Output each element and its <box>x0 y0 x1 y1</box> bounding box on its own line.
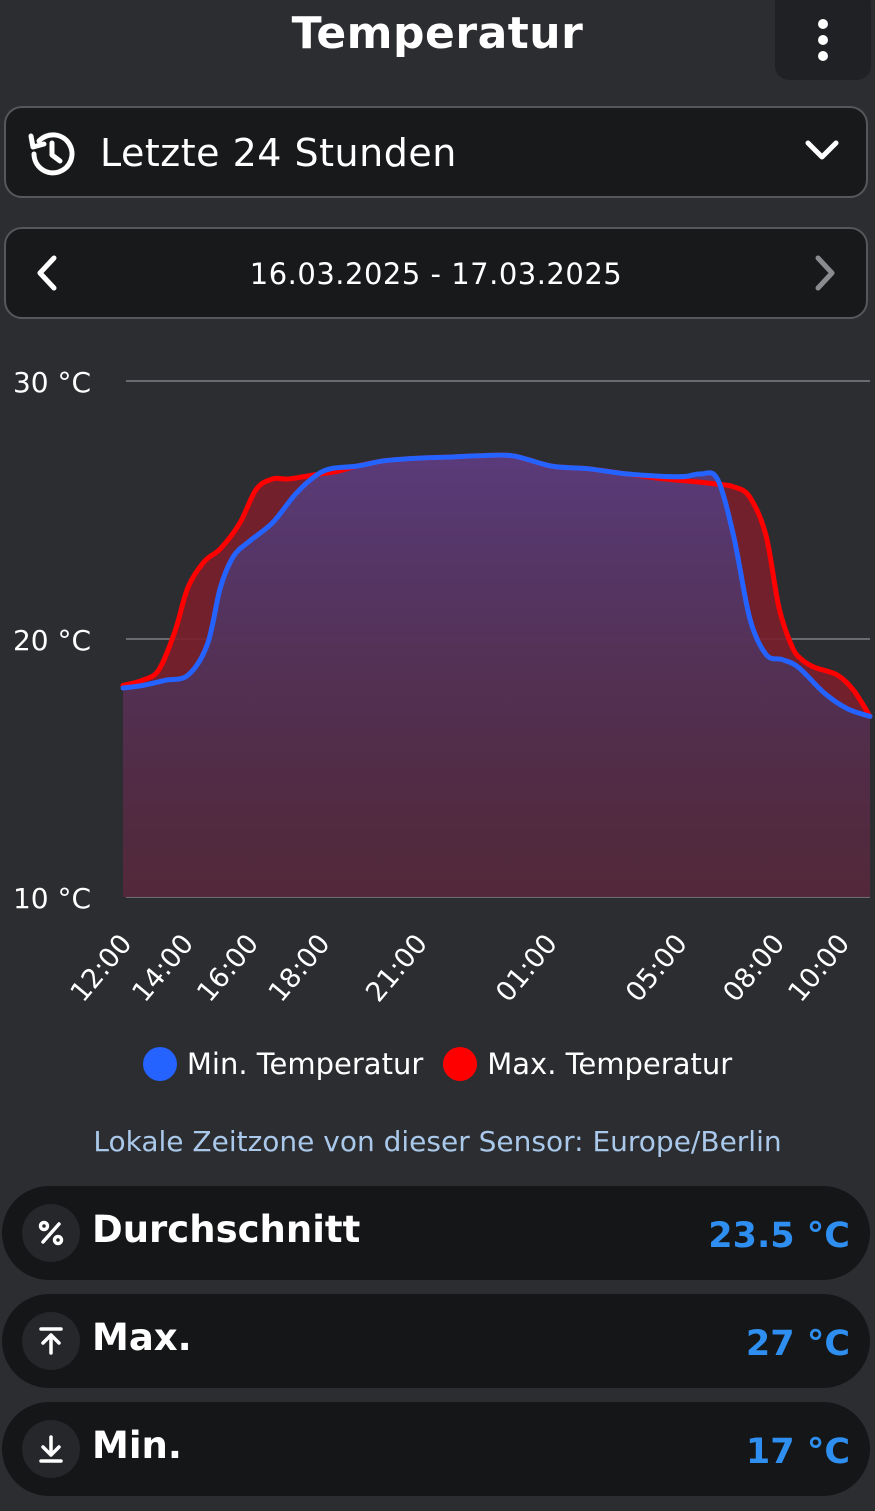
date-navigator: 16.03.2025 - 17.03.2025 <box>4 227 868 319</box>
time-range-label: Letzte 24 Stunden <box>100 131 457 175</box>
x-tick-label: 08:00 <box>717 929 791 1009</box>
date-range-label: 16.03.2025 - 17.03.2025 <box>249 257 623 291</box>
legend-label-max: Max. Temperatur <box>487 1047 733 1081</box>
stat-average-label: Durchschnitt <box>92 1208 361 1251</box>
stat-max: Max. 27 °C <box>2 1294 870 1388</box>
page-title: Temperatur <box>291 8 584 59</box>
y-tick-label: 10 °C <box>13 882 91 915</box>
stat-average-value: 23.5 °C <box>708 1216 850 1256</box>
min-area-fill <box>123 454 870 897</box>
legend-swatch-max <box>443 1047 478 1081</box>
history-icon <box>26 128 78 184</box>
percent-icon <box>22 1204 80 1262</box>
x-tick-label: 18:00 <box>263 929 337 1009</box>
y-tick-label: 30 °C <box>13 366 91 399</box>
x-tick-label: 05:00 <box>620 929 694 1009</box>
arrow-down-to-line-icon <box>22 1420 80 1478</box>
series-line-min <box>120 452 873 719</box>
stat-average: Durchschnitt 23.5 °C <box>2 1186 870 1280</box>
stat-max-value: 27 °C <box>745 1324 850 1364</box>
legend-label-min: Min. Temperatur <box>186 1047 424 1081</box>
legend-item-min[interactable]: Min. Temperatur <box>142 1047 424 1081</box>
chart-legend: Min. Temperatur Max. Temperatur <box>0 1040 875 1088</box>
legend-item-max[interactable]: Max. Temperatur <box>443 1047 732 1081</box>
stat-min: Min. 17 °C <box>2 1402 870 1496</box>
timezone-note: Lokale Zeitzone von dieser Sensor: Europ… <box>93 1125 782 1158</box>
x-tick-label: 14:00 <box>126 929 200 1009</box>
x-tick-label: 01:00 <box>490 929 564 1009</box>
x-tick-label: 16:00 <box>191 929 265 1009</box>
x-tick-label: 12:00 <box>65 929 139 1009</box>
time-range-select[interactable]: Letzte 24 Stunden <box>4 106 868 198</box>
x-tick-label: 10:00 <box>782 929 856 1009</box>
more-vertical-icon <box>818 19 828 61</box>
x-tick-label: 21:00 <box>360 929 434 1009</box>
more-menu-button[interactable] <box>775 0 871 80</box>
chevron-right-icon[interactable] <box>812 253 838 297</box>
chevron-down-icon <box>804 138 840 168</box>
chevron-left-icon[interactable] <box>34 253 60 297</box>
arrow-up-to-line-icon <box>22 1312 80 1370</box>
stat-max-label: Max. <box>92 1316 192 1359</box>
stat-min-value: 17 °C <box>745 1432 850 1472</box>
stat-min-label: Min. <box>92 1424 182 1467</box>
y-tick-label: 20 °C <box>13 624 91 657</box>
legend-swatch-min <box>142 1047 177 1081</box>
